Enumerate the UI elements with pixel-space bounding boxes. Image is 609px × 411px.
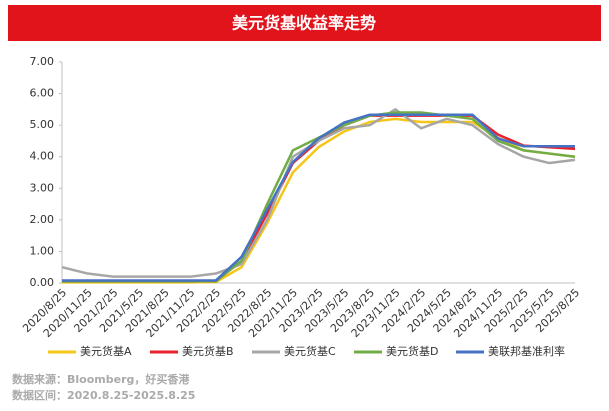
y-tick-label: 6.00 [30,87,55,100]
y-tick-label: 3.00 [30,181,55,194]
series-line [61,108,576,278]
legend-label: 美元货基C [284,344,336,358]
y-tick-label: 4.00 [30,150,55,163]
y-tick-label: 7.00 [30,55,55,68]
chart-title: 美元货基收益率走势 [232,14,376,33]
series-line [62,113,575,282]
title-banner [8,5,601,41]
legend-label: 美联邦基准利率 [488,344,565,358]
legend-label: 美元货基B [182,344,234,358]
y-tick-label: 2.00 [30,213,55,226]
legend-label: 美元货基D [386,344,438,358]
y-tick-label: 5.00 [30,118,55,131]
source-note: 数据来源：Bloomberg，好买香港 [12,372,190,386]
period-note: 数据区间：2020.8.25-2025.8.25 [12,388,195,402]
y-tick-label: 1.00 [30,244,55,257]
y-tick-label: 0.00 [30,276,55,289]
legend-label: 美元货基A [80,344,132,358]
